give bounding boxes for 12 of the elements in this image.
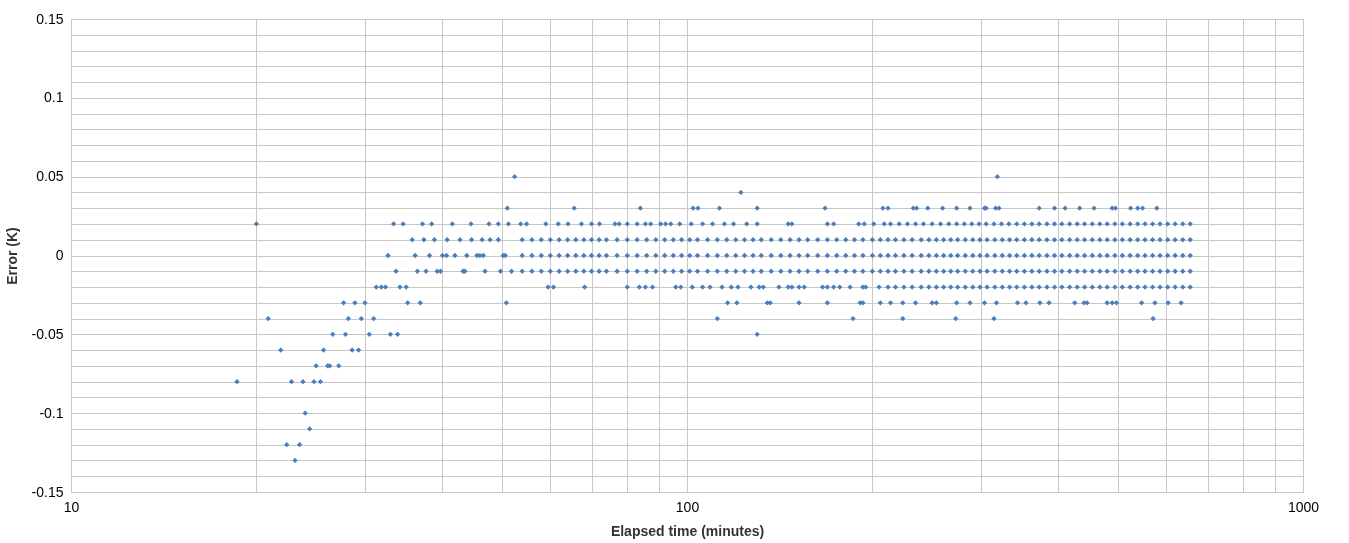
x-axis-title: Elapsed time (minutes): [610, 522, 765, 539]
y-tick-label: 0.1: [44, 89, 64, 106]
x-tick-label: 100: [675, 498, 700, 515]
y-tick-label: -0.05: [31, 325, 64, 342]
y-tick-label: 0: [55, 247, 64, 263]
y-tick-label: 0.15: [36, 10, 64, 27]
y-axis-title: Error (K): [3, 227, 20, 285]
x-tick-label: 10: [63, 498, 80, 515]
y-tick-label: -0.15: [31, 483, 64, 500]
y-tick-label: -0.1: [39, 404, 64, 421]
y-tick-label: 0.05: [36, 168, 64, 185]
x-tick-label: 1000: [1287, 498, 1320, 515]
